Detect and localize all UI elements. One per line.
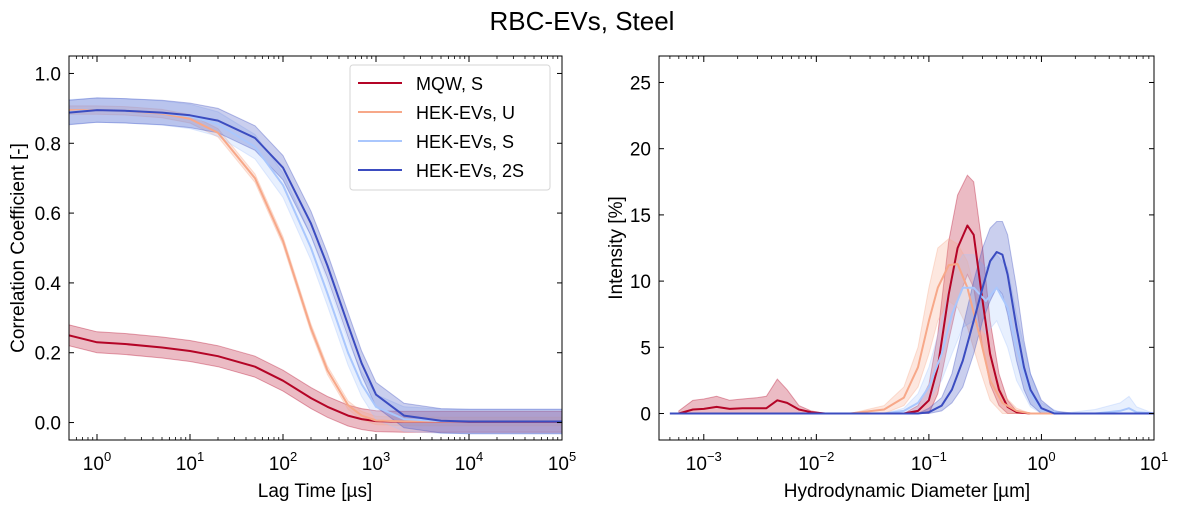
intensity-x-axis-label: Hydrodynamic Diameter [µm] xyxy=(784,481,1030,502)
correlation-ticks: 0.0 0.2 0.4 0.6 0.8 1.0 100 101 102 103 104 105 xyxy=(35,56,576,475)
correlation-y-tick-label: 0.6 xyxy=(35,204,61,225)
correlation-x-tick-label: 104 xyxy=(455,449,483,475)
intensity-line-hek-evs-2s xyxy=(669,251,1154,415)
intensity-x-tick-label: 100 xyxy=(1027,449,1055,475)
intensity-y-tick-label: 10 xyxy=(630,272,651,293)
correlation-y-tick-label: 1.0 xyxy=(35,64,61,85)
intensity-x-tick-label: 10−3 xyxy=(686,449,722,475)
legend: MQW, S HEK-EVs, U HEK-EVs, S HEK-EVs, 2S xyxy=(349,64,551,191)
intensity-chart: 0 5 10 15 20 25 10−3 10−2 10−1 100 101 Hydrodynami… xyxy=(606,55,1168,502)
correlation-band-hek-evs-2s xyxy=(69,97,562,435)
correlation-plot-frame xyxy=(68,55,563,441)
correlation-band-hek-evs-u xyxy=(69,105,562,427)
legend-label-hek-evs-s: HEK-EVs, S xyxy=(416,132,514,152)
intensity-band-hek-evs-2s xyxy=(669,221,1154,414)
correlation-x-tick-label: 100 xyxy=(83,449,111,475)
correlation-y-tick-label: 0.0 xyxy=(35,414,61,435)
intensity-x-tick-label: 101 xyxy=(1140,449,1168,475)
intensity-y-tick-label: 25 xyxy=(630,73,651,94)
legend-label-hek-evs-2s: HEK-EVs, 2S xyxy=(416,161,524,181)
intensity-line-mqw-s xyxy=(678,224,1149,415)
legend-label-hek-evs-u: HEK-EVs, U xyxy=(416,103,515,123)
correlation-y-tick-label: 0.2 xyxy=(35,344,61,365)
correlation-y-axis-label: Correlation Coefficient [-] xyxy=(8,143,29,353)
intensity-y-tick-label: 20 xyxy=(630,140,651,161)
intensity-ticks: 0 5 10 15 20 25 10−3 10−2 10−1 100 101 xyxy=(630,56,1168,475)
correlation-band-hek-evs-s xyxy=(69,97,562,435)
intensity-lines xyxy=(669,224,1154,415)
correlation-chart: 0.0 0.2 0.4 0.6 0.8 1.0 100 101 102 103 104 105 Lag… xyxy=(8,55,576,502)
legend-box xyxy=(349,64,551,191)
intensity-y-axis-label: Intensity [%] xyxy=(606,196,627,300)
intensity-line-hek-evs-u xyxy=(669,262,1154,415)
intensity-plot-frame xyxy=(658,55,1155,441)
correlation-y-tick-label: 0.8 xyxy=(35,134,61,155)
correlation-y-tick-label: 0.4 xyxy=(35,274,62,295)
correlation-line-hek-evs-2s xyxy=(69,109,562,423)
intensity-line-hek-evs-s xyxy=(669,286,1154,415)
intensity-x-tick-label: 10−1 xyxy=(911,449,947,475)
intensity-x-tick-label: 10−2 xyxy=(798,449,834,475)
correlation-lines xyxy=(69,109,562,423)
legend-label-mqw-s: MQW, S xyxy=(416,74,483,94)
intensity-y-tick-label: 5 xyxy=(640,338,651,359)
correlation-x-axis-label: Lag Time [µs] xyxy=(258,481,372,502)
intensity-y-tick-label: 15 xyxy=(630,206,651,227)
figure-title: RBC-EVs, Steel xyxy=(490,6,675,36)
intensity-y-tick-label: 0 xyxy=(640,405,651,426)
correlation-x-tick-label: 101 xyxy=(176,449,204,475)
correlation-x-tick-label: 105 xyxy=(548,449,576,475)
correlation-x-tick-label: 103 xyxy=(362,449,390,475)
correlation-x-tick-label: 102 xyxy=(269,449,297,475)
